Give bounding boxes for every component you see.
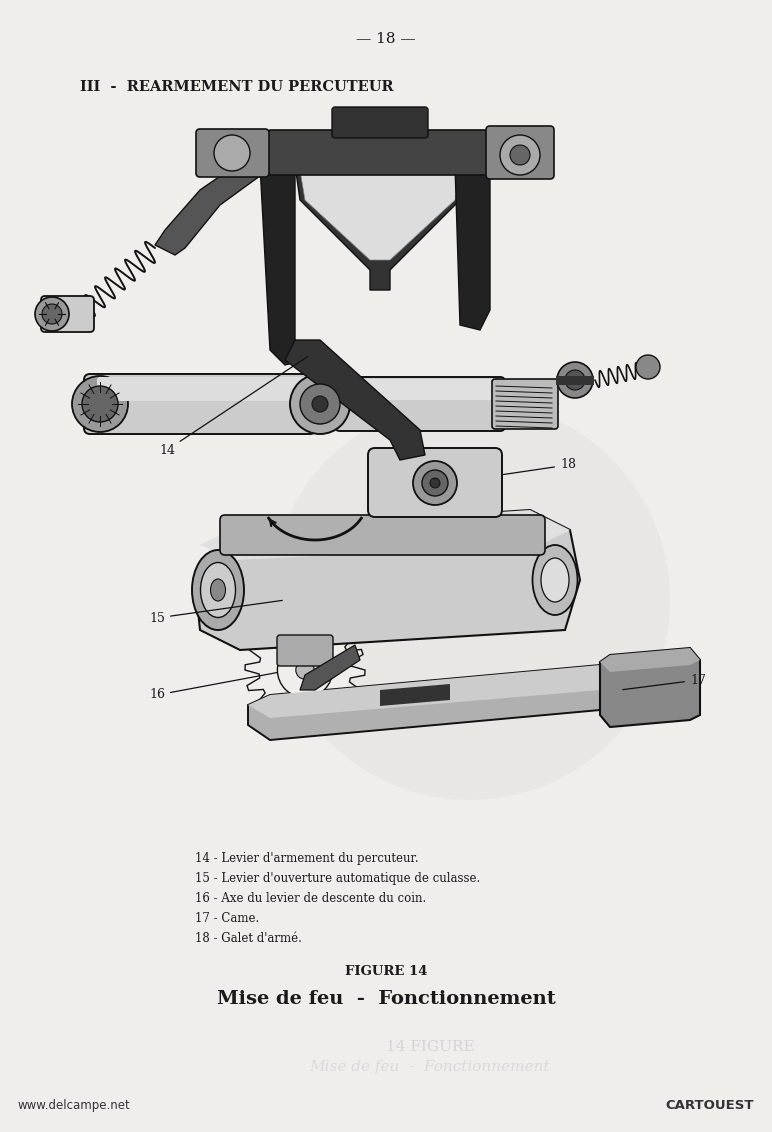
Text: 16: 16: [149, 672, 277, 702]
Polygon shape: [600, 648, 700, 727]
FancyBboxPatch shape: [335, 377, 505, 431]
Ellipse shape: [192, 550, 244, 631]
Circle shape: [413, 461, 457, 505]
Text: 14 FIGURE: 14 FIGURE: [386, 1040, 474, 1054]
FancyBboxPatch shape: [220, 515, 545, 555]
FancyBboxPatch shape: [486, 126, 554, 179]
Circle shape: [300, 384, 340, 424]
Circle shape: [214, 135, 250, 171]
Text: 18 - Galet d'armé.: 18 - Galet d'armé.: [195, 932, 302, 945]
Text: 17 - Came.: 17 - Came.: [195, 912, 259, 925]
Circle shape: [72, 376, 128, 432]
Circle shape: [557, 362, 593, 398]
FancyBboxPatch shape: [84, 374, 316, 434]
Text: 16 - Axe du levier de descente du coin.: 16 - Axe du levier de descente du coin.: [195, 892, 426, 904]
Text: III  -  REARMEMENT DU PERCUTEUR: III - REARMEMENT DU PERCUTEUR: [80, 80, 394, 94]
Circle shape: [277, 642, 333, 697]
Circle shape: [296, 661, 314, 679]
Polygon shape: [248, 664, 620, 740]
FancyBboxPatch shape: [97, 377, 313, 401]
Text: 17: 17: [623, 674, 706, 689]
Circle shape: [312, 396, 328, 412]
Text: www.delcampe.net: www.delcampe.net: [18, 1099, 130, 1112]
Ellipse shape: [201, 563, 235, 617]
FancyBboxPatch shape: [492, 379, 558, 429]
Text: CARTOUEST: CARTOUEST: [665, 1099, 754, 1112]
Polygon shape: [380, 684, 450, 706]
Circle shape: [82, 386, 118, 422]
FancyBboxPatch shape: [332, 108, 428, 138]
FancyBboxPatch shape: [196, 129, 269, 177]
Polygon shape: [195, 511, 580, 650]
FancyBboxPatch shape: [342, 379, 503, 400]
Polygon shape: [200, 511, 570, 560]
Text: Mise de feu  -  Fonctionnement: Mise de feu - Fonctionnement: [310, 1060, 550, 1074]
FancyBboxPatch shape: [368, 448, 502, 517]
Circle shape: [270, 400, 670, 800]
Text: 18: 18: [503, 458, 576, 474]
FancyBboxPatch shape: [41, 295, 94, 332]
Text: 14: 14: [159, 357, 308, 456]
Circle shape: [510, 145, 530, 165]
Circle shape: [500, 135, 540, 175]
Ellipse shape: [541, 558, 569, 602]
Text: Mise de feu  -  Fonctionnement: Mise de feu - Fonctionnement: [217, 990, 555, 1007]
Circle shape: [636, 355, 660, 379]
Circle shape: [430, 478, 440, 488]
Polygon shape: [245, 610, 365, 730]
Polygon shape: [285, 340, 425, 460]
Text: 15: 15: [149, 600, 283, 625]
Text: 15 - Levier d'ouverture automatique de culasse.: 15 - Levier d'ouverture automatique de c…: [195, 872, 480, 885]
Circle shape: [35, 297, 69, 331]
Ellipse shape: [211, 578, 225, 601]
Circle shape: [422, 470, 448, 496]
Circle shape: [42, 305, 62, 324]
Text: — 18 —: — 18 —: [356, 32, 416, 46]
FancyBboxPatch shape: [556, 376, 594, 385]
Polygon shape: [155, 145, 275, 255]
Polygon shape: [300, 170, 460, 260]
Text: FIGURE 14: FIGURE 14: [345, 964, 427, 978]
Polygon shape: [260, 130, 500, 175]
Polygon shape: [600, 648, 700, 672]
Polygon shape: [295, 165, 465, 290]
Polygon shape: [260, 165, 305, 365]
Ellipse shape: [533, 544, 577, 615]
FancyBboxPatch shape: [277, 635, 333, 666]
Polygon shape: [455, 165, 490, 331]
Circle shape: [565, 370, 585, 391]
Text: 14 - Levier d'armement du percuteur.: 14 - Levier d'armement du percuteur.: [195, 852, 418, 865]
Polygon shape: [248, 664, 620, 718]
Polygon shape: [300, 645, 360, 691]
Circle shape: [290, 374, 350, 434]
